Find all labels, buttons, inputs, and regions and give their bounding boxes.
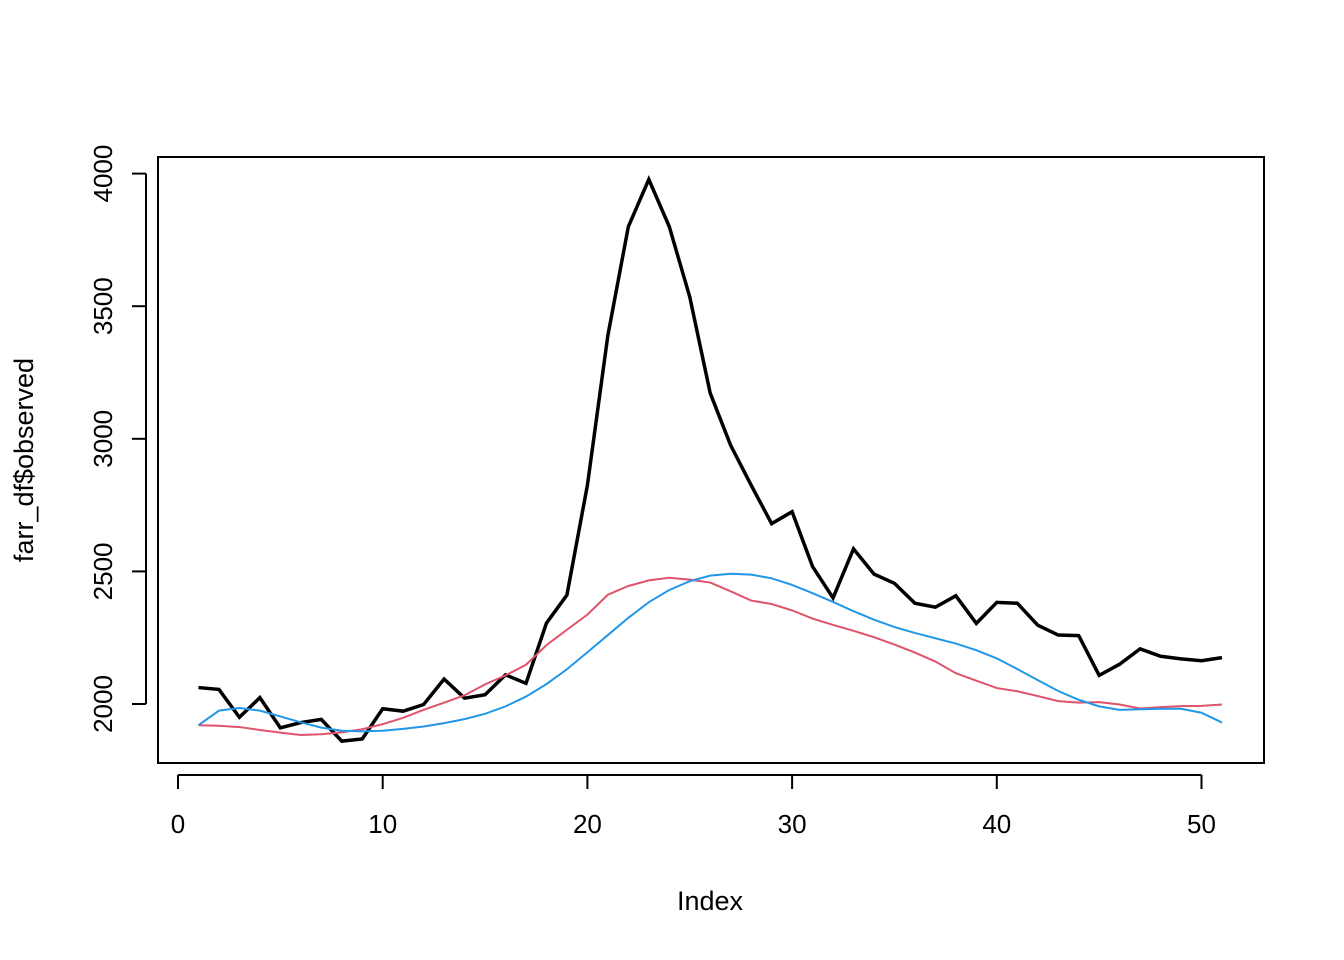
series-2-line — [198, 576, 1223, 737]
series-1 — [198, 175, 1223, 743]
x-axis: 0 10 20 30 40 50 — [171, 774, 1216, 839]
x-tick-label: 30 — [778, 809, 807, 839]
plot-box — [157, 156, 1265, 764]
x-tick-label: 40 — [982, 809, 1011, 839]
y-axis-title: farr_df$observed — [9, 358, 39, 562]
x-tick-label: 10 — [368, 809, 397, 839]
y-axis: 2000 2500 3000 3500 4000 — [88, 145, 147, 733]
series-3 — [197, 572, 1223, 733]
series-2 — [198, 576, 1223, 737]
x-axis-title: Index — [677, 886, 744, 916]
x-tick-label: 0 — [171, 809, 185, 839]
y-tick-label: 3500 — [88, 277, 118, 335]
x-tick-label: 50 — [1187, 809, 1216, 839]
y-tick-label: 4000 — [88, 145, 118, 203]
x-tick-label: 20 — [573, 809, 602, 839]
y-tick-label: 2500 — [88, 542, 118, 600]
series-1-line — [198, 175, 1223, 743]
y-tick-label: 2000 — [88, 675, 118, 733]
y-tick-label: 3000 — [88, 410, 118, 468]
series-3-line — [197, 572, 1223, 733]
series-layer — [197, 175, 1223, 743]
